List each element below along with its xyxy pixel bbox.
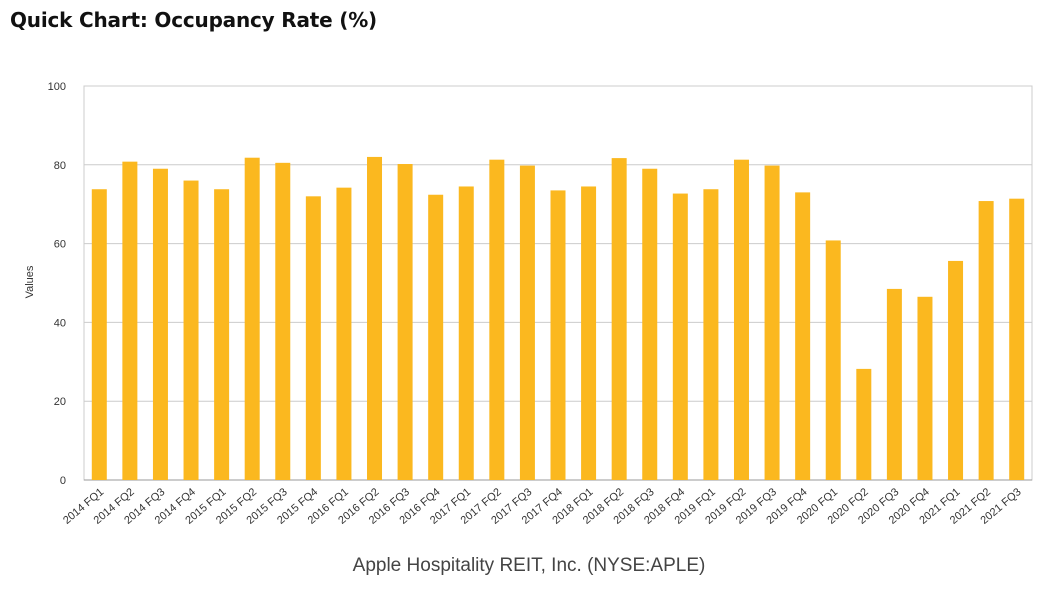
bar — [550, 190, 566, 480]
y-tick-label: 80 — [54, 160, 66, 172]
y-tick-label: 100 — [48, 81, 66, 93]
bar — [458, 186, 474, 480]
bar — [886, 288, 902, 480]
bar — [275, 162, 291, 480]
bar — [336, 187, 352, 481]
bar — [214, 189, 230, 480]
bar — [91, 189, 107, 480]
bar — [397, 164, 413, 480]
bar — [703, 189, 719, 480]
chart-subtitle: Apple Hospitality REIT, Inc. (NYSE:APLE) — [352, 555, 706, 576]
y-tick-label: 0 — [60, 475, 66, 487]
bar — [917, 296, 933, 480]
bar — [856, 368, 872, 480]
bar — [795, 192, 811, 480]
chart-title: Quick Chart: Occupancy Rate (%) — [10, 8, 377, 32]
bar — [305, 196, 321, 480]
bar — [122, 161, 138, 480]
bars — [91, 156, 1025, 481]
bar — [764, 165, 780, 480]
y-tick-label: 40 — [54, 317, 66, 329]
bar — [978, 201, 994, 480]
bar — [428, 194, 444, 480]
y-axis-ticks: 0 20 40 60 80 100 — [48, 81, 66, 487]
bar — [1009, 198, 1025, 480]
y-tick-label: 60 — [54, 239, 66, 251]
bar — [733, 159, 749, 481]
bar — [489, 159, 505, 481]
bar — [948, 260, 964, 480]
bar — [152, 168, 168, 481]
bar — [611, 158, 627, 481]
bar — [367, 156, 383, 481]
y-axis-label: Values — [24, 265, 36, 298]
bar — [519, 165, 535, 480]
bar — [672, 193, 688, 480]
bar — [642, 168, 658, 481]
bar — [825, 240, 841, 480]
bar — [183, 180, 199, 480]
bar — [581, 186, 597, 480]
y-tick-label: 20 — [54, 396, 66, 408]
bar — [244, 157, 260, 480]
